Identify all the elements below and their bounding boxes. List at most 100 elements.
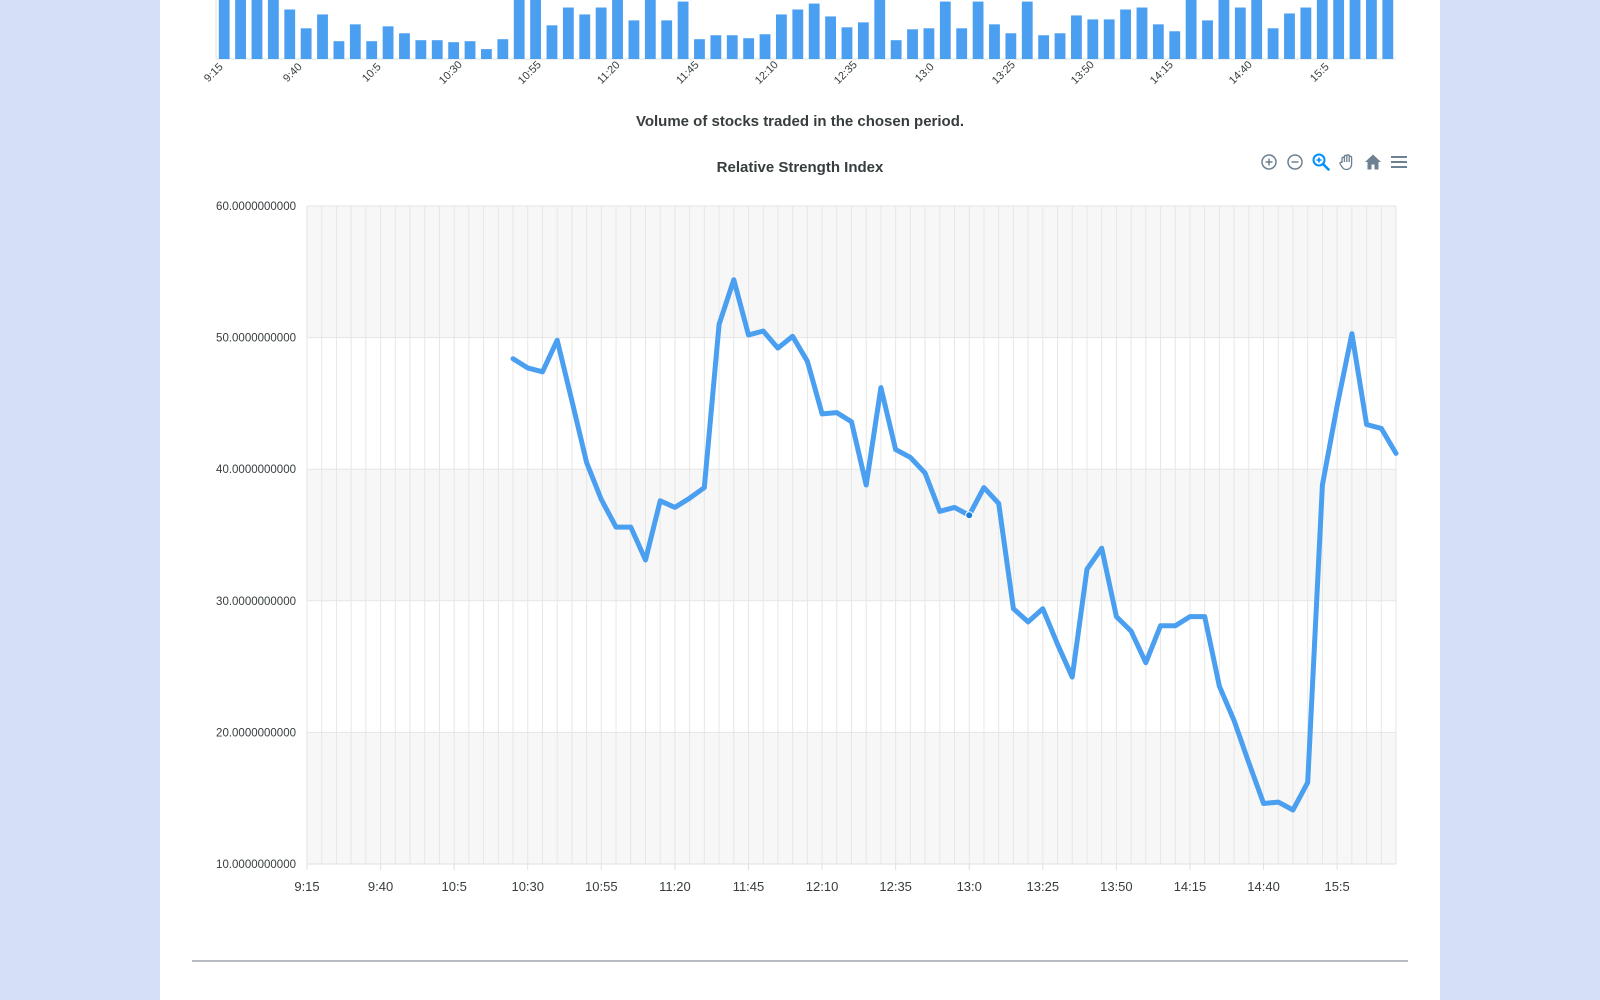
volume-bar — [530, 0, 541, 59]
rsi-x-tick-label: 12:35 — [879, 879, 912, 894]
volume-x-tick-label: 14:40 — [1227, 59, 1255, 87]
volume-bar — [841, 27, 853, 59]
volume-x-tick-label: 9:15 — [202, 61, 226, 85]
volume-bar — [382, 26, 394, 59]
volume-bar — [481, 49, 492, 59]
volume-bar — [513, 0, 525, 59]
volume-x-tick-label: 9:40 — [281, 61, 305, 85]
volume-bar — [743, 38, 755, 59]
volume-bar — [317, 14, 328, 59]
rsi-x-tick-label: 9:40 — [368, 879, 393, 894]
volume-bar — [792, 9, 804, 59]
volume-bar — [267, 0, 279, 59]
rsi-x-tick-label: 9:15 — [294, 879, 319, 894]
volume-bar — [284, 9, 296, 59]
volume-bar — [399, 33, 410, 59]
volume-bar — [1333, 0, 1345, 59]
chart-panel: 9:15 9:40 10:5 10:30 10:55 11:20 11:45 12:10 12:… — [160, 0, 1440, 1000]
volume-bar — [759, 34, 771, 59]
volume-bar — [677, 1, 689, 59]
rsi-x-tick-label: 14:15 — [1174, 879, 1207, 894]
menu-icon[interactable] — [1388, 151, 1410, 173]
volume-bar — [333, 41, 345, 59]
rsi-x-tick-label: 10:5 — [442, 879, 467, 894]
volume-x-tick-label: 10:55 — [516, 59, 544, 87]
magnifier-icon[interactable] — [1310, 151, 1332, 173]
section-divider — [192, 960, 1408, 962]
rsi-x-tick-label: 10:30 — [511, 879, 544, 894]
rsi-x-tick-label: 10:55 — [585, 879, 618, 894]
volume-bar — [874, 0, 886, 59]
volume-x-tick-label: 11:20 — [595, 59, 622, 86]
volume-bar — [218, 0, 230, 59]
volume-bar — [1021, 1, 1033, 59]
chart-toolbar — [1258, 151, 1410, 173]
rsi-x-tick-label: 12:10 — [806, 879, 839, 894]
rsi-series-line — [510, 277, 1399, 813]
volume-x-tick-label: 13:25 — [990, 59, 1018, 87]
volume-bar — [235, 0, 246, 59]
volume-bar — [349, 24, 361, 60]
rsi-y-tick-label: 20.0000000000 — [216, 727, 296, 739]
volume-bar — [661, 20, 673, 59]
zoom-in-icon[interactable] — [1258, 151, 1280, 173]
volume-bar — [415, 40, 427, 59]
volume-bar — [1251, 0, 1263, 60]
volume-bar — [612, 0, 623, 60]
volume-bar — [989, 24, 1000, 60]
hand-icon[interactable] — [1336, 151, 1358, 173]
volume-x-tick-label: 10:5 — [360, 61, 384, 85]
volume-x-tick-label: 13:50 — [1069, 59, 1097, 87]
volume-bar — [1284, 13, 1295, 60]
volume-bar — [562, 7, 574, 59]
volume-bar — [1234, 7, 1246, 59]
volume-bar — [776, 14, 787, 59]
volume-bar — [1054, 33, 1066, 59]
volume-bar — [1120, 9, 1131, 59]
rsi-point-marker — [965, 511, 974, 520]
volume-bar — [579, 14, 591, 59]
rsi-chart: Relative Strength Index 10.0000000000 20.0… — [216, 159, 1399, 894]
volume-bar — [1218, 0, 1230, 59]
volume-bar — [595, 7, 607, 59]
volume-bar — [366, 41, 378, 59]
volume-chart: 9:15 9:40 10:5 10:30 10:55 11:20 11:45 12:10 12:… — [202, 0, 1396, 87]
volume-bar — [939, 1, 951, 59]
rsi-chart-title: Relative Strength Index — [717, 159, 884, 176]
volume-chart-caption: Volume of stocks traded in the chosen pe… — [635, 113, 965, 130]
volume-bar — [1382, 0, 1394, 59]
rsi-y-tick-label: 10.0000000000 — [216, 859, 296, 871]
volume-x-tick-label: 12:10 — [753, 59, 781, 87]
volume-bar — [825, 16, 836, 59]
home-icon[interactable] — [1362, 151, 1384, 173]
volume-bar — [628, 20, 640, 59]
volume-bar — [546, 25, 558, 59]
volume-bar — [1366, 0, 1377, 59]
volume-bar — [1349, 0, 1361, 59]
rsi-x-tick-label: 13:25 — [1027, 879, 1060, 894]
volume-bar — [1005, 33, 1017, 59]
rsi-y-tick-label: 60.0000000000 — [216, 201, 296, 213]
rsi-x-tick-label: 13:0 — [957, 879, 982, 894]
volume-bar — [448, 42, 460, 59]
zoom-out-icon[interactable] — [1284, 151, 1306, 173]
volume-bar — [1185, 0, 1197, 59]
volume-x-tick-label: 12:35 — [832, 59, 860, 87]
volume-x-tick-label: 13:0 — [913, 61, 937, 85]
volume-x-tick-label: 11:45 — [674, 59, 701, 86]
volume-bar — [923, 28, 935, 59]
volume-bar — [956, 28, 968, 59]
volume-bar — [1136, 7, 1148, 59]
volume-bar — [710, 35, 722, 59]
volume-bar — [1300, 7, 1312, 59]
volume-bar — [497, 39, 509, 59]
rsi-x-tick-label: 14:40 — [1247, 879, 1280, 894]
volume-x-tick-label: 14:15 — [1148, 59, 1176, 87]
volume-x-tick-label: 15:5 — [1308, 61, 1332, 85]
volume-bar — [1071, 15, 1082, 60]
volume-x-tick-label: 10:30 — [437, 59, 465, 87]
volume-bar — [1316, 0, 1328, 59]
rsi-x-tick-label: 11:45 — [733, 879, 765, 894]
rsi-y-tick-label: 50.0000000000 — [216, 333, 296, 345]
rsi-x-tick-label: 13:50 — [1100, 879, 1133, 894]
